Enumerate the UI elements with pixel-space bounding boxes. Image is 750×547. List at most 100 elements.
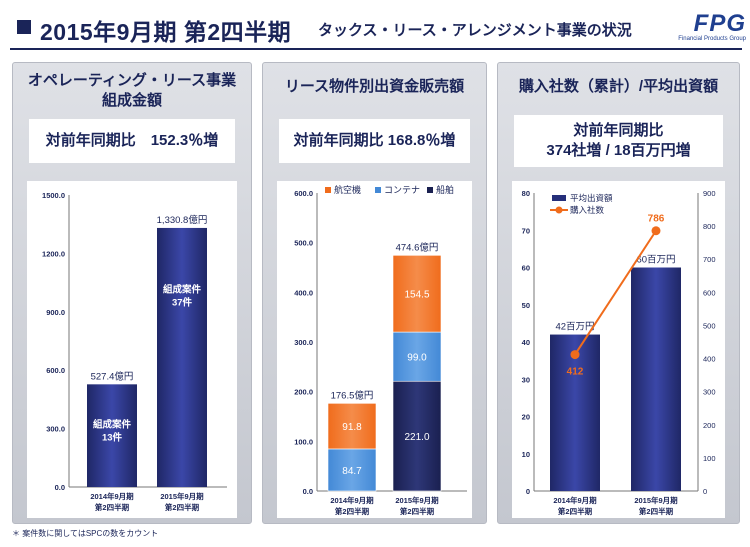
segment-value-label: 91.8 (342, 422, 362, 433)
bar-inner-label: 組成案件 (93, 418, 132, 430)
legend-swatch (325, 187, 331, 193)
summary-text: 対前年同期比 152.3％増 (45, 132, 219, 149)
bar-value-label: 527.4億円 (91, 370, 134, 382)
title-bullet (17, 20, 31, 34)
y-left-tick-label: 30 (522, 375, 530, 384)
panel-title-line2: 組成金額 (101, 92, 162, 109)
y-left-tick-label: 40 (522, 338, 530, 347)
panel-title-line1: オペレーティング・リース事業 (27, 72, 237, 89)
y-right-tick-label: 0 (703, 487, 707, 496)
y-left-tick-label: 50 (522, 301, 530, 310)
bar-value-label: 60百万円 (636, 255, 675, 266)
x-tick-label: 第2四半期 (95, 502, 130, 512)
chart-operating-lease: 0.0300.0600.0900.01200.01500.0527.4億円組成案… (42, 191, 227, 512)
x-tick-label: 第2四半期 (165, 502, 200, 512)
x-tick-label: 2014年9月期 (553, 495, 597, 505)
y-left-tick-label: 20 (522, 413, 530, 422)
series-line (574, 230, 657, 356)
legend-swatch-bar (552, 195, 566, 201)
line-value-label: 786 (648, 214, 665, 225)
page-subtitle: タックス・リース・アレンジメント事業の状況 (318, 22, 632, 39)
legend-label: 航空機 (334, 184, 361, 195)
segment-value-label: 221.0 (404, 432, 429, 443)
summary-line1: 対前年同期比 (573, 122, 664, 139)
y-right-tick-label: 400 (703, 355, 716, 364)
summary-box: 対前年同期比 152.3％増 (29, 119, 235, 163)
y-tick-label: 0.0 (55, 483, 65, 492)
y-right-tick-label: 200 (703, 421, 716, 430)
bar-segment (392, 255, 442, 333)
legend-label: 船舶 (436, 184, 454, 195)
y-right-tick-label: 100 (703, 454, 716, 463)
bar-inner-label: 37件 (172, 297, 193, 309)
segment-value-label: 84.7 (342, 466, 362, 477)
segment-value-label: 154.5 (404, 290, 429, 301)
y-tick-label: 0.0 (303, 487, 313, 496)
legend-label: 平均出資額 (570, 193, 613, 203)
y-left-tick-label: 80 (522, 189, 530, 198)
legend-swatch (375, 187, 381, 193)
y-right-tick-label: 500 (703, 321, 716, 330)
y-tick-label: 1200.0 (42, 249, 65, 258)
bar-inner-label: 13件 (102, 431, 123, 443)
y-left-tick-label: 70 (522, 226, 530, 235)
legend-swatch (427, 187, 433, 193)
chart-area: 0 10 20 30 40 50 60 70 80 0 100 200 300 400 500 600 700 8… (512, 181, 725, 518)
y-right-tick-label: 700 (703, 255, 716, 264)
y-tick-label: 600.0 (46, 366, 65, 375)
page-title: 2015年9月期 第2四半期 (40, 19, 292, 45)
x-tick-label: 2015年9月期 (160, 491, 204, 501)
y-tick-label: 300.0 (46, 425, 65, 434)
bar (157, 227, 207, 487)
header-rule (10, 48, 742, 50)
summary-text: 対前年同期比 168.8％増 (293, 132, 456, 149)
chart-area: 0.0 100.0 200.0 300.0 400.0 500.0 600.0 航空機 コンテナ… (277, 181, 472, 518)
y-tick-label: 200.0 (294, 388, 313, 397)
header: 2015年9月期 第2四半期 タックス・リース・アレンジメント事業の状況 FPG… (0, 0, 750, 60)
panel-title: 購入社数（累計）/平均出資額 (498, 77, 739, 97)
bar (87, 384, 137, 487)
x-tick-label: 2014年9月期 (330, 495, 374, 505)
bar-inner-label: 組成案件 (163, 284, 202, 296)
y-right-tick-label: 800 (703, 222, 716, 231)
y-left-tick-label: 0 (526, 487, 530, 496)
bar (631, 267, 681, 491)
y-tick-label: 1500.0 (42, 191, 65, 200)
panel-title-line1: リース物件別出資金販売額 (284, 78, 465, 95)
bar-segment (392, 331, 442, 382)
x-tick-label: 第2四半期 (400, 506, 435, 516)
bar-segment (327, 448, 377, 492)
y-right-tick-label: 600 (703, 288, 716, 297)
x-tick-label: 第2四半期 (639, 506, 674, 516)
summary-box: 対前年同期比 168.8％増 (279, 119, 470, 163)
summary-box: 対前年同期比 374社増 / 18百万円増 (514, 115, 723, 167)
legend-label: コンテナ (384, 185, 420, 195)
panel-operating-lease: オペレーティング・リース事業 組成金額 対前年同期比 152.3％増 0.0 30… (12, 62, 252, 524)
x-tick-label: 2014年9月期 (90, 491, 134, 501)
bar-value-label: 1,330.8億円 (157, 214, 208, 226)
y-tick-label: 500.0 (294, 239, 313, 248)
chart-customers: 0102030405060708001002003004005006007008… (522, 189, 716, 516)
line-point (651, 226, 661, 236)
chart-area: 0.0 300.0 600.0 900.0 1200.0 1500.0 527.4億円 組成案… (27, 181, 237, 518)
logo-text: FPG (693, 10, 746, 37)
bar-value-label: 42百万円 (555, 322, 594, 333)
logo-subtext: Financial Products Group (678, 36, 746, 42)
y-left-tick-label: 10 (522, 450, 530, 459)
line-value-label: 412 (567, 367, 584, 378)
panel-lease-sales: リース物件別出資金販売額 対前年同期比 168.8％増 0.0 100.0 200.… (262, 62, 487, 524)
panel-title-line1: 購入社数（累計）/平均出資額 (518, 78, 719, 95)
bar-total-label: 474.6億円 (396, 241, 439, 253)
footnote: ＊ 案件数に関してはSPCの数をカウント (12, 529, 159, 538)
x-tick-label: 第2四半期 (558, 506, 593, 516)
y-left-tick-label: 60 (522, 264, 530, 273)
panel-title: オペレーティング・リース事業 組成金額 (13, 71, 251, 111)
fpg-logo: FPG Financial Products Group (672, 10, 746, 43)
y-tick-label: 300.0 (294, 338, 313, 347)
y-tick-label: 900.0 (46, 308, 65, 317)
segment-value-label: 99.0 (407, 353, 427, 364)
legend-label: 購入社数 (570, 205, 605, 215)
bar-total-label: 176.5億円 (331, 389, 374, 401)
y-right-tick-label: 900 (703, 189, 716, 198)
summary-line2: 374社増 / 18百万円増 (546, 142, 691, 159)
